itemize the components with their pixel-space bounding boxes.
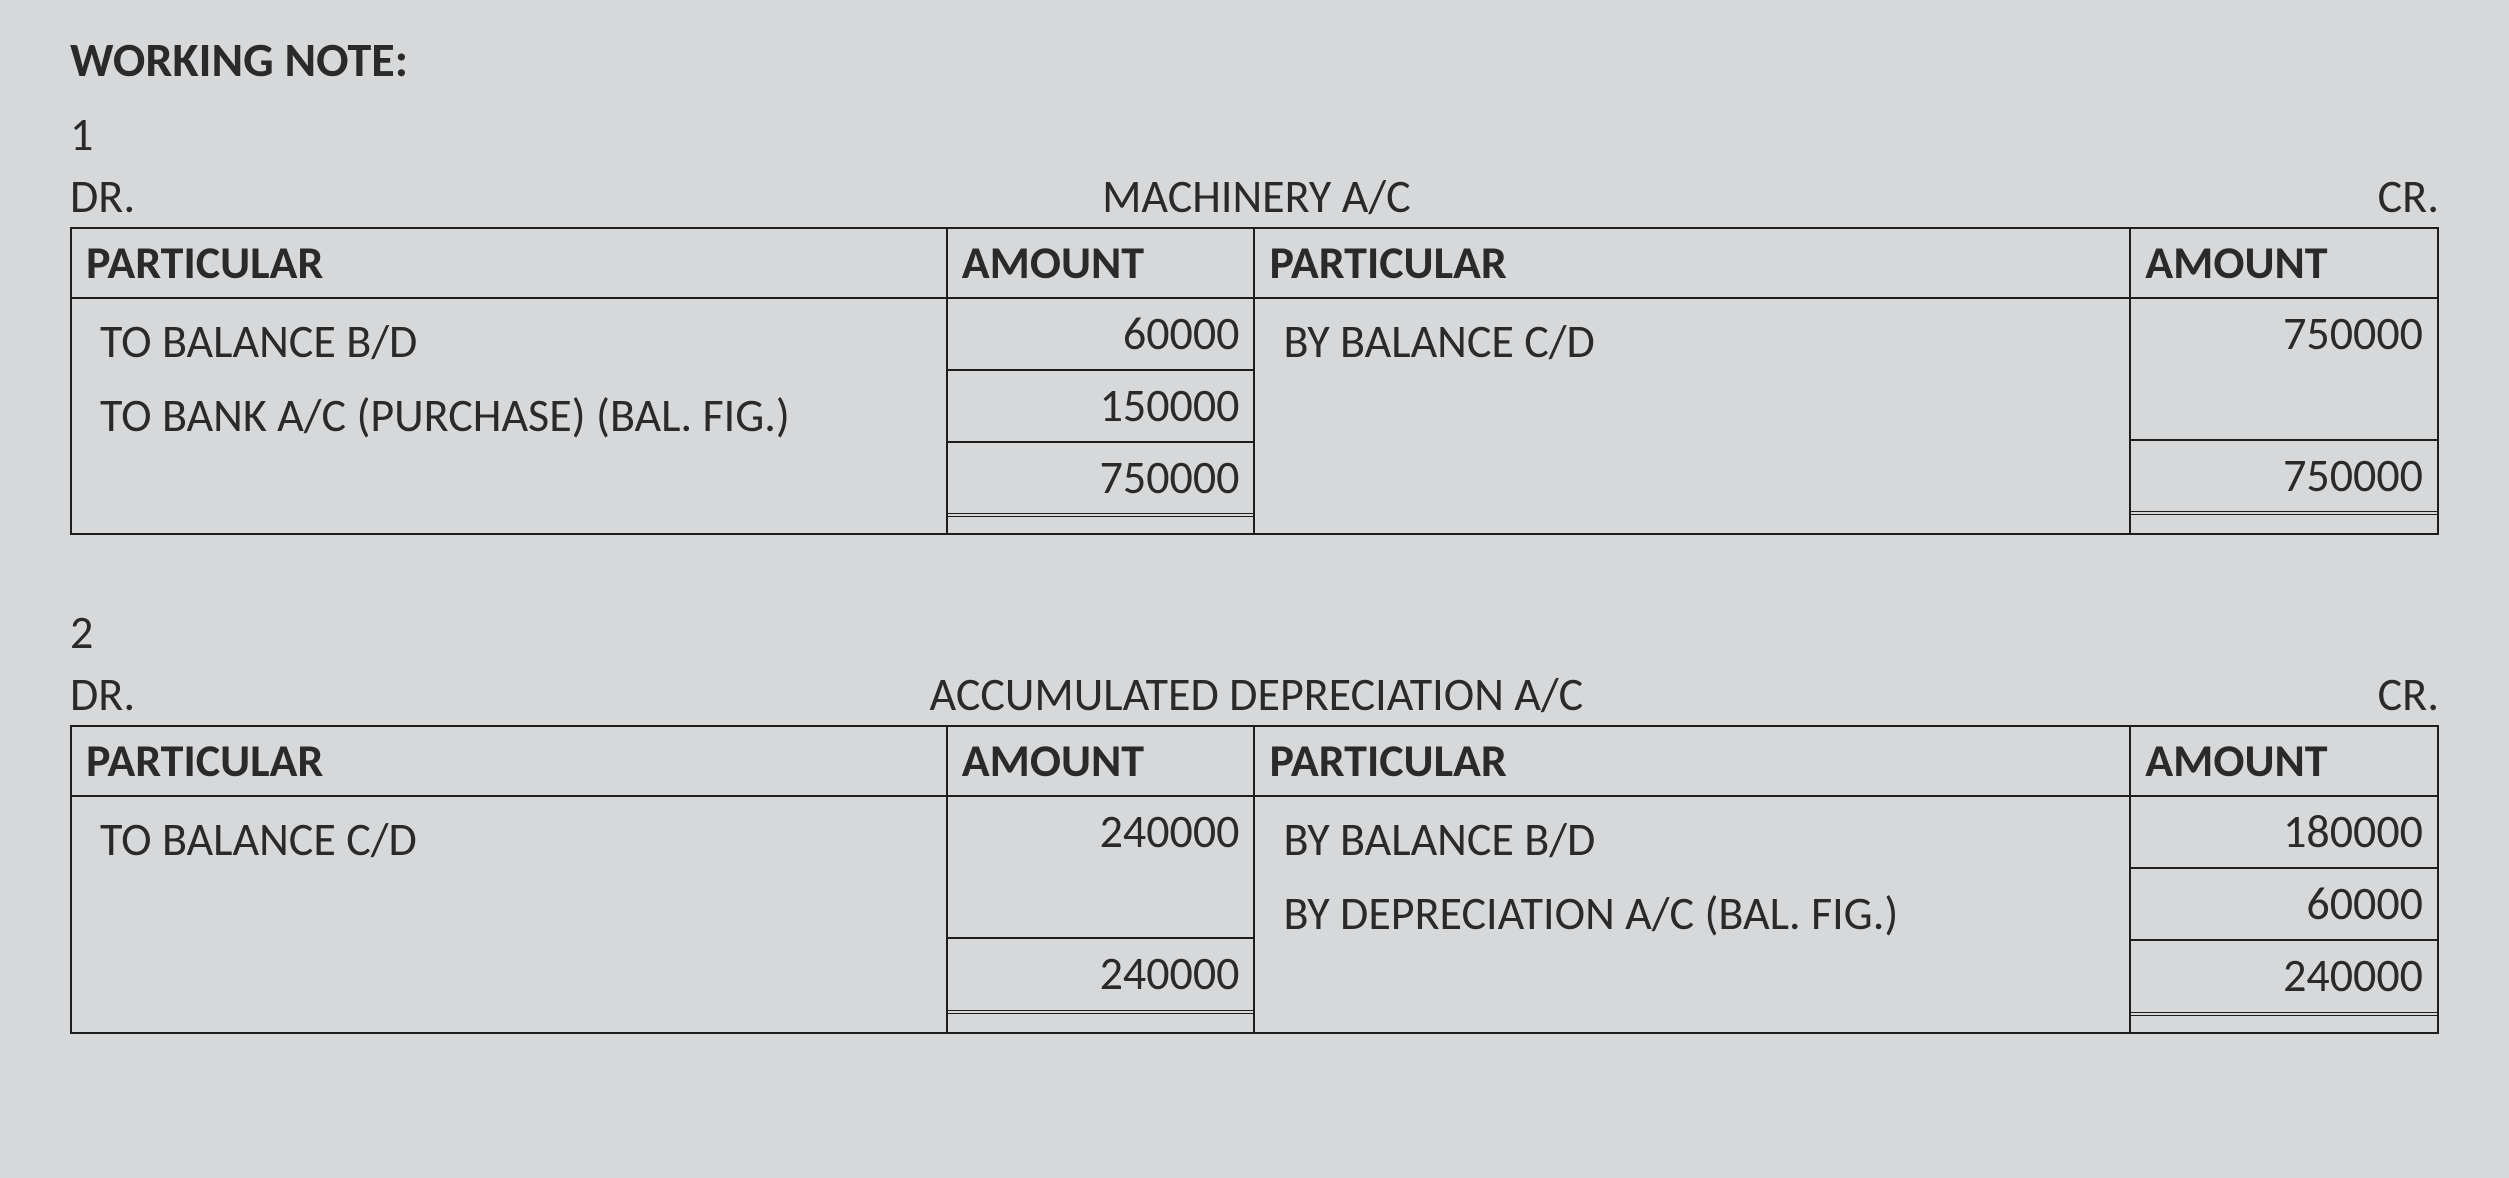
col-particular-dr: PARTICULAR [71,726,947,796]
credit-particular: BY DEPRECIATION A/C (BAL. FIG.) [1269,877,2115,951]
cr-label: CR. [2378,169,2439,225]
debit-amount: 150000 [948,370,1254,442]
credit-amounts: 180000 60000 240000 [2130,796,2438,1032]
table-row: TO BALANCE B/D TO BANK A/C (PURCHASE) (B… [71,298,2438,534]
account-title: MACHINERY A/C [135,169,2378,225]
credit-amount [2131,369,2437,440]
ledger-header: DR. ACCUMULATED DEPRECIATION A/C CR. [70,667,2439,723]
debit-particular: TO BALANCE B/D [86,305,932,379]
credit-particular [1269,379,2115,453]
debit-particular: TO BALANCE C/D [86,803,932,877]
debit-particular: TO BANK A/C (PURCHASE) (BAL. FIG.) [86,379,932,453]
col-particular-dr: PARTICULAR [71,228,947,298]
credit-particular: BY BALANCE C/D [1269,305,2115,379]
debit-total: 240000 [948,938,1254,1011]
col-particular-cr: PARTICULAR [1254,228,2130,298]
ledger-header: DR. MACHINERY A/C CR. [70,169,2439,225]
debit-amounts: 60000 150000 750000 [947,298,1255,534]
table-header-row: PARTICULAR AMOUNT PARTICULAR AMOUNT [71,726,2438,796]
col-amount-cr: AMOUNT [2130,228,2438,298]
debit-total: 750000 [948,442,1254,515]
debit-amount: 60000 [948,299,1254,370]
credit-particulars: BY BALANCE B/D BY DEPRECIATION A/C (BAL.… [1254,796,2130,1032]
ledger-table-machinery: PARTICULAR AMOUNT PARTICULAR AMOUNT TO B… [70,227,2439,535]
debit-particular [86,877,932,951]
credit-total: 240000 [2131,940,2437,1013]
credit-particular: BY BALANCE B/D [1269,803,2115,877]
credit-amount: 180000 [2131,797,2437,868]
table-header-row: PARTICULAR AMOUNT PARTICULAR AMOUNT [71,228,2438,298]
ledger-table-depreciation: PARTICULAR AMOUNT PARTICULAR AMOUNT TO B… [70,725,2439,1033]
col-amount-dr: AMOUNT [947,228,1255,298]
col-amount-dr: AMOUNT [947,726,1255,796]
table-row: TO BALANCE C/D 240000 240000 BY BALANCE … [71,796,2438,1032]
dr-label: DR. [70,667,135,723]
credit-amount: 60000 [2131,868,2437,940]
note-number: 2 [70,605,2439,661]
debit-particulars: TO BALANCE C/D [71,796,947,1032]
debit-amount [948,867,1254,938]
note-number: 1 [70,107,2439,163]
account-title: ACCUMULATED DEPRECIATION A/C [135,667,2378,723]
debit-particulars: TO BALANCE B/D TO BANK A/C (PURCHASE) (B… [71,298,947,534]
credit-total: 750000 [2131,440,2437,513]
credit-particulars: BY BALANCE C/D [1254,298,2130,534]
credit-amount: 750000 [2131,299,2437,369]
credit-amounts: 750000 750000 [2130,298,2438,534]
cr-label: CR. [2378,667,2439,723]
debit-amounts: 240000 240000 [947,796,1255,1032]
working-note-heading: WORKING NOTE: [70,30,2439,89]
dr-label: DR. [70,169,135,225]
col-particular-cr: PARTICULAR [1254,726,2130,796]
debit-amount: 240000 [948,797,1254,867]
col-amount-cr: AMOUNT [2130,726,2438,796]
